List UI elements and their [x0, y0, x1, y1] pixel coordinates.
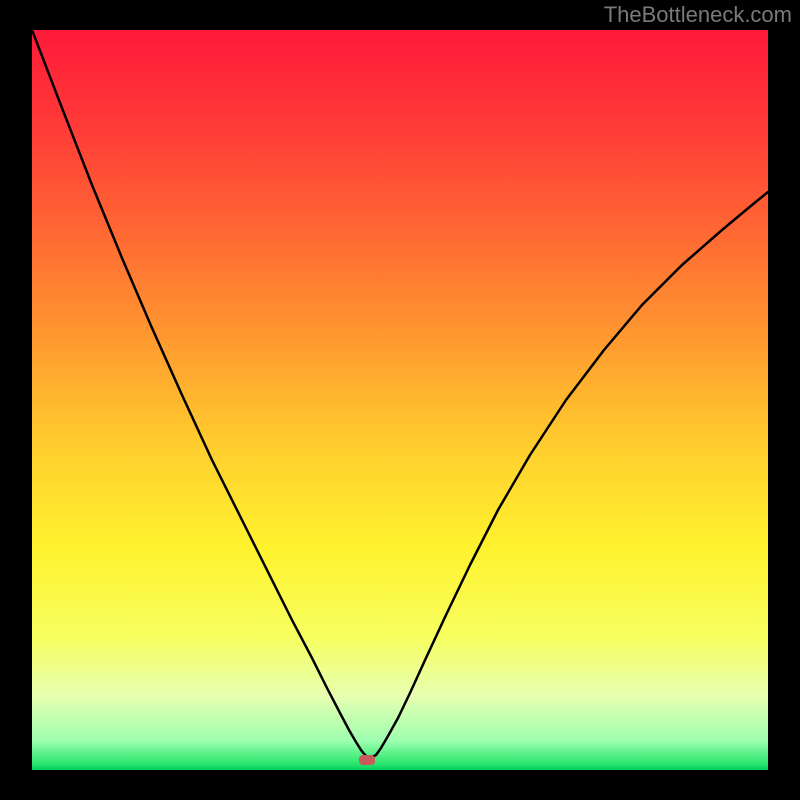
curve-overlay	[32, 30, 768, 770]
watermark-text: TheBottleneck.com	[604, 2, 792, 28]
bottleneck-marker	[359, 755, 375, 765]
plot-area	[32, 30, 768, 770]
bottleneck-curve	[32, 30, 768, 757]
